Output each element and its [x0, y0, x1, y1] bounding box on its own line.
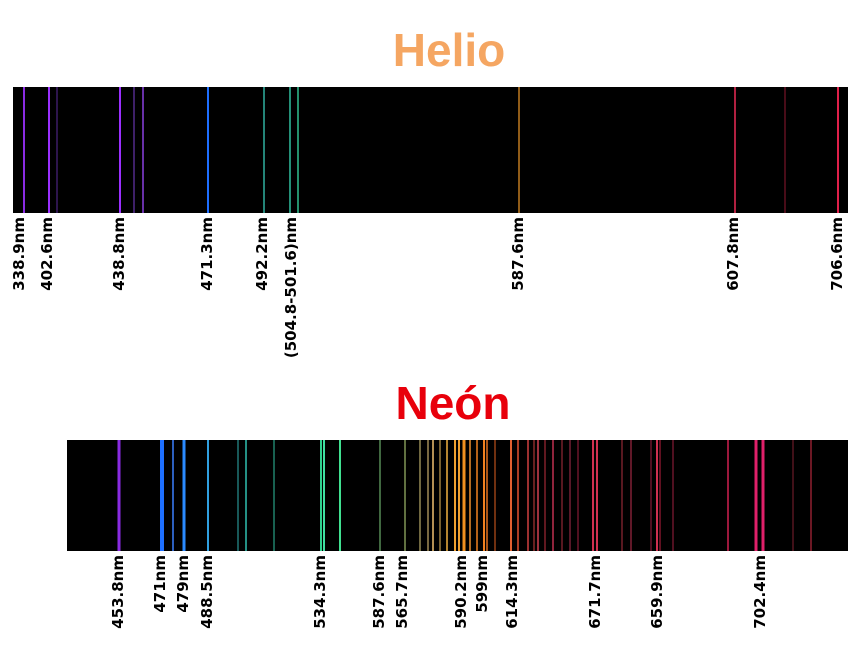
wavelength-label: 565.7nm — [393, 555, 411, 629]
wavelength-label: 402.6nm — [38, 217, 56, 291]
wavelength-label: 453.8nm — [109, 555, 127, 629]
wavelength-label: 479nm — [174, 555, 192, 613]
wavelength-label: 599nm — [473, 555, 491, 613]
wavelength-label: 706.6nm — [828, 217, 846, 291]
wavelength-label: 338.9nm — [10, 217, 28, 291]
neon-title: Neón — [396, 377, 511, 429]
helio-title: Helio — [393, 24, 505, 76]
wavelength-label: 587.6nm — [509, 217, 527, 291]
wavelength-label: 471nm — [151, 555, 169, 613]
wavelength-label: 671.7nm — [586, 555, 604, 629]
wavelength-label: 492.2nm — [253, 217, 271, 291]
helio-spectrum — [13, 87, 848, 213]
wavelength-label: 607.8nm — [724, 217, 742, 291]
wavelength-label: 659.9nm — [648, 555, 666, 629]
wavelength-label: (504.8-501.6)nm — [282, 217, 300, 358]
wavelength-label: 614.3nm — [503, 555, 521, 629]
wavelength-label: 587.6nm — [370, 555, 388, 629]
wavelength-label: 438.8nm — [110, 217, 128, 291]
wavelength-label: 702.4nm — [751, 555, 769, 629]
wavelength-label: 471.3nm — [198, 217, 216, 291]
wavelength-label: 488.5nm — [198, 555, 216, 629]
neon-spectrum — [67, 440, 848, 551]
wavelength-label: 534.3nm — [311, 555, 329, 629]
wavelength-label: 590.2nm — [452, 555, 470, 629]
